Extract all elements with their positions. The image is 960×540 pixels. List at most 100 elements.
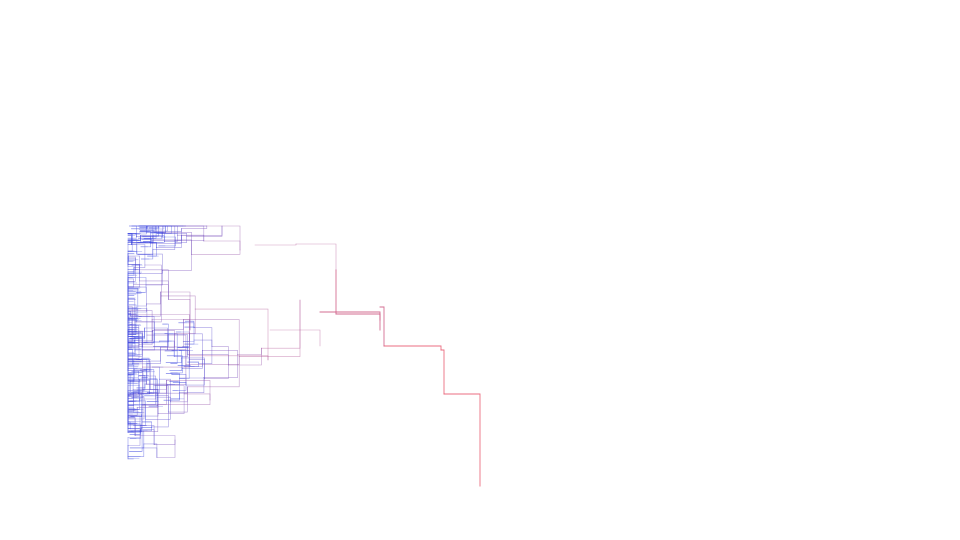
dendrogram-edge xyxy=(443,393,481,487)
dendrogram-edge xyxy=(440,349,445,395)
dendrogram-edge xyxy=(144,264,162,297)
dendrogram-edge xyxy=(135,330,153,332)
dendrogram-edge xyxy=(164,234,178,242)
dendrogram-edge xyxy=(187,356,240,388)
dendrogram-edge xyxy=(168,299,191,331)
dendrogram-edge xyxy=(127,310,153,320)
dendrogram-edge xyxy=(168,334,188,355)
dendrogram-edge xyxy=(162,254,192,271)
dendrogram-edge xyxy=(142,333,175,351)
dendrogram-edge xyxy=(170,386,188,403)
dendrogram-edge xyxy=(139,385,156,400)
dendrogram-edge xyxy=(202,350,238,355)
dendrogram-edge xyxy=(136,253,163,271)
dendrogram-edge xyxy=(166,380,211,401)
dendrogram-edge xyxy=(319,311,381,321)
dendrogram-edge xyxy=(140,425,155,445)
dendrogram-edge xyxy=(295,243,337,271)
dendrogram-edge xyxy=(127,346,143,351)
dendrogram-edge xyxy=(146,364,187,385)
dendrogram-edge xyxy=(187,354,229,366)
dendrogram-edge xyxy=(237,347,262,355)
dendrogram-edge xyxy=(139,280,169,300)
dendrogram-edge xyxy=(127,394,143,406)
dendrogram-edge xyxy=(127,264,140,282)
dendrogram-edge xyxy=(127,233,132,245)
dendrogram-edge xyxy=(160,236,176,243)
dendrogram-edge xyxy=(153,439,176,445)
dendrogram-edge xyxy=(166,355,183,369)
dendrogram-edge xyxy=(171,350,182,359)
dendrogram-edge xyxy=(179,377,205,393)
dendrogram-edge xyxy=(137,303,147,307)
dendrogram-edge xyxy=(146,291,161,305)
dendrogram-edge xyxy=(169,381,180,393)
dendrogram-edge xyxy=(127,344,140,359)
dendrogram-edge xyxy=(134,295,162,323)
dendrogram-edge xyxy=(193,327,213,347)
dendrogram-edge xyxy=(156,396,171,403)
dendrogram-edge xyxy=(129,443,145,449)
dendrogram-edge xyxy=(193,339,213,347)
dendrogram-edge xyxy=(131,370,139,377)
dendrogram-edge xyxy=(254,243,297,246)
dendrogram-edge xyxy=(133,361,151,390)
dendrogram-edge xyxy=(127,344,140,346)
dendrogram-edge xyxy=(164,333,178,348)
dendrogram-edge xyxy=(129,404,143,430)
dendrogram-edge xyxy=(185,356,240,365)
dendrogram-edge xyxy=(203,240,241,251)
dendrogram-edge xyxy=(171,374,187,386)
dendrogram-edge xyxy=(206,225,241,251)
dendrogram-edge xyxy=(139,270,163,274)
dendrogram-edge xyxy=(139,404,159,432)
dendrogram-edge xyxy=(183,319,240,357)
dendrogram-edge xyxy=(129,225,137,237)
dendrogram-edge xyxy=(146,225,163,233)
dendrogram-edge xyxy=(161,295,196,310)
dendrogram-edge xyxy=(186,225,223,237)
dendrogram-edge xyxy=(149,380,167,390)
dendrogram-edge xyxy=(145,401,171,420)
dendrogram-edge xyxy=(181,225,223,236)
dendrogram-edge xyxy=(136,383,146,389)
dendrogram-edge xyxy=(335,313,381,331)
dendrogram-edge xyxy=(194,308,269,361)
dendrogram-edge xyxy=(169,357,182,371)
dendrogram-edge xyxy=(379,306,385,347)
dendrogram-edge xyxy=(155,385,185,395)
dendrogram-edge xyxy=(168,386,188,413)
dendrogram-edge xyxy=(185,225,205,242)
dendrogram-edge xyxy=(383,345,442,351)
dendrogram-edge xyxy=(127,314,133,342)
dendrogram-edge xyxy=(203,354,238,378)
dendrogram-edge xyxy=(140,235,154,241)
dendrogram-edge xyxy=(127,424,136,436)
dendrogram-edge xyxy=(127,267,135,274)
dendrogram-edge xyxy=(156,439,176,458)
dendrogram-edge xyxy=(127,333,140,345)
dendrogram-edge xyxy=(156,395,169,413)
dendrogram-edge xyxy=(157,399,211,405)
dendrogram-edge xyxy=(188,350,203,367)
dendrogram-edge xyxy=(178,322,195,341)
dendrogram-edges xyxy=(127,225,481,487)
dendrogram-edge xyxy=(127,284,134,287)
dendrogram-edge xyxy=(129,447,143,452)
dendrogram-edge xyxy=(141,447,158,458)
dendrogram-edge xyxy=(140,243,151,248)
dendrogram-edge xyxy=(181,225,208,229)
dendrogram-edge xyxy=(127,256,136,271)
dendrogram-edge xyxy=(134,330,153,341)
dendrogram-edge xyxy=(127,267,135,276)
dendrogram-edge xyxy=(182,350,203,369)
dendrogram-edge xyxy=(134,435,176,441)
dendrogram-edge xyxy=(142,355,190,368)
dendrogram-edge xyxy=(269,329,321,347)
dendrogram-edge xyxy=(133,264,146,268)
dendrogram-edge xyxy=(145,270,163,286)
dendrogram-edge xyxy=(127,407,138,411)
dendrogram-edge xyxy=(127,303,147,313)
dendrogram-edge xyxy=(171,392,180,400)
